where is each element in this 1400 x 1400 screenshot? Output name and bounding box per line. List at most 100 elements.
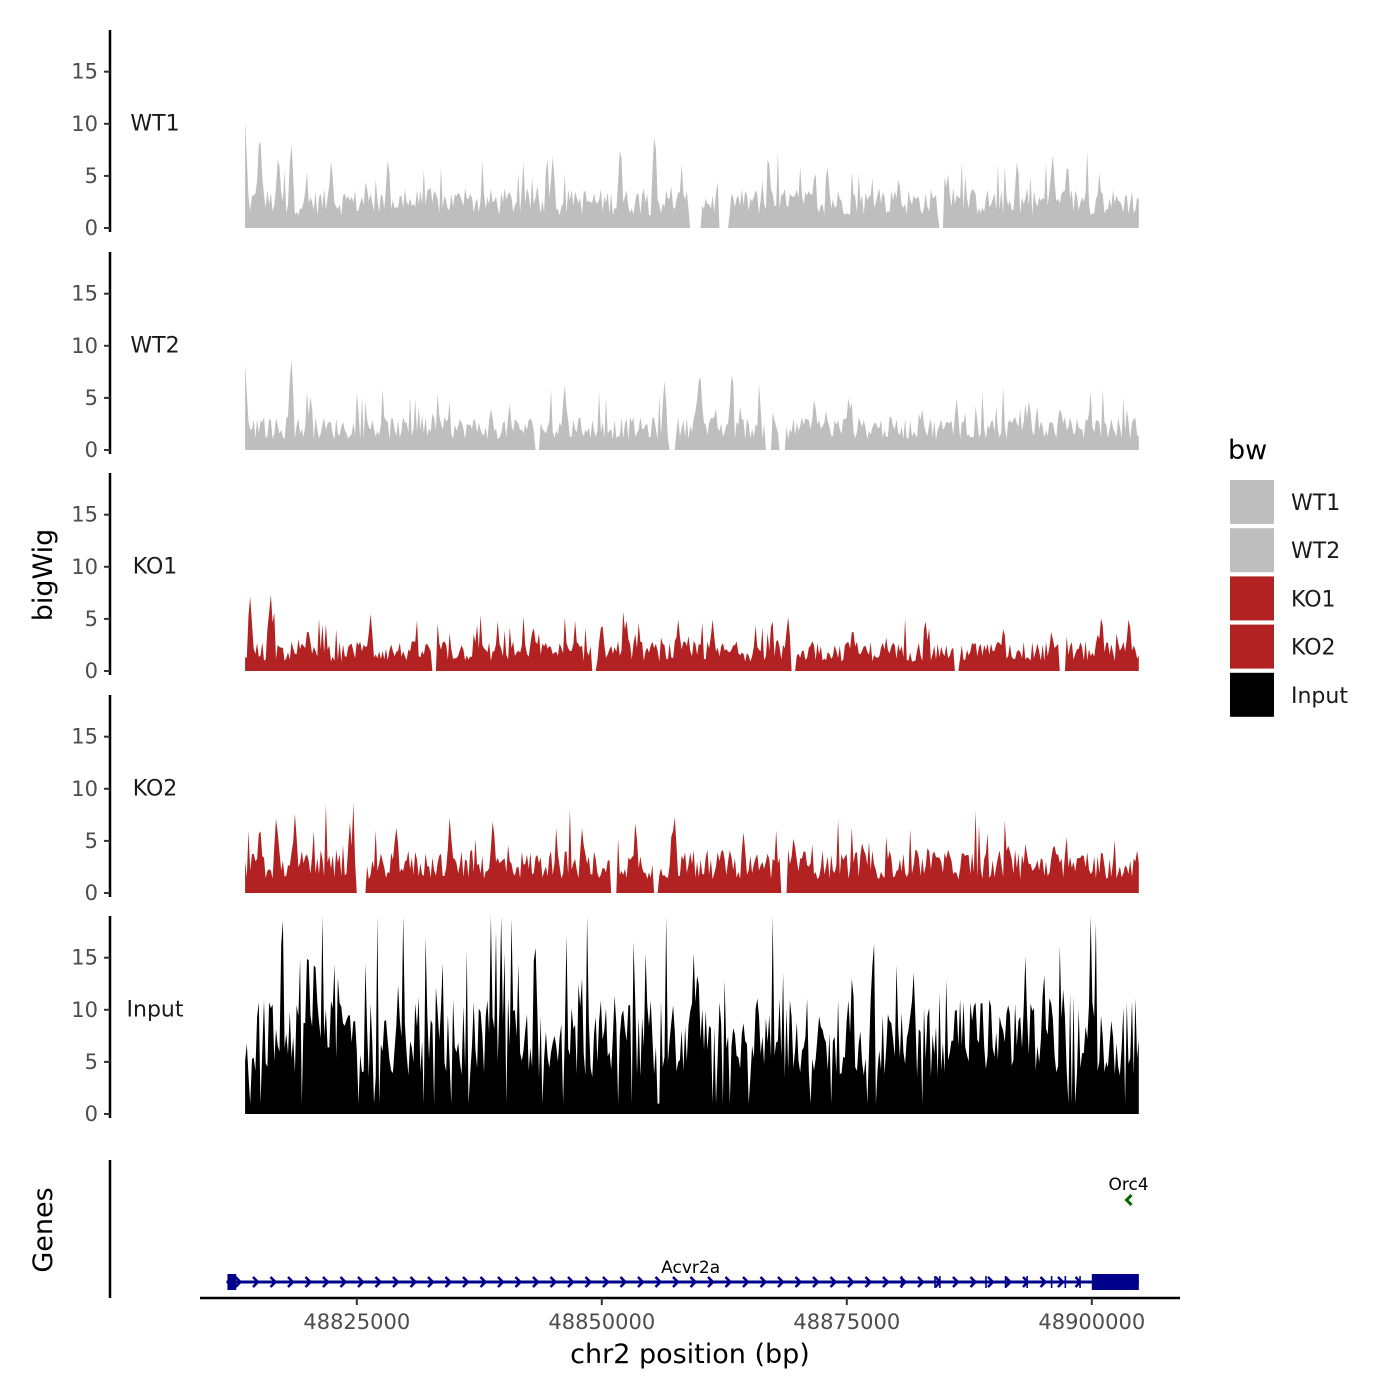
coverage-area-wt1 bbox=[245, 121, 1139, 228]
y-tick-label: 10 bbox=[71, 334, 98, 358]
gene-orc4: Orc4 bbox=[1108, 1175, 1149, 1207]
strand-chevron bbox=[514, 1276, 523, 1288]
strand-chevron bbox=[497, 1276, 505, 1288]
y-tick-label: 15 bbox=[71, 725, 98, 749]
y-tick-label: 5 bbox=[85, 1050, 98, 1074]
strand-chevron bbox=[1124, 1193, 1133, 1207]
y-tick-label: 10 bbox=[71, 555, 98, 579]
strand-chevron bbox=[742, 1276, 750, 1288]
legend-title: bw bbox=[1228, 435, 1267, 466]
strand-chevron bbox=[1004, 1276, 1013, 1288]
y-tick-label: 10 bbox=[71, 998, 98, 1022]
strand-chevron bbox=[287, 1276, 295, 1288]
y-tick-label: 5 bbox=[85, 607, 98, 631]
strand-chevron bbox=[882, 1276, 890, 1288]
strand-chevron bbox=[1039, 1276, 1048, 1288]
strand-chevron bbox=[549, 1276, 558, 1288]
track-label: KO1 bbox=[133, 555, 178, 580]
track-wt2: 0 5 10 15 WT2 bbox=[71, 252, 1139, 462]
legend-swatch bbox=[1230, 576, 1274, 621]
strand-chevron bbox=[567, 1276, 575, 1288]
strand-chevron bbox=[234, 1276, 243, 1288]
y-tick-label: 10 bbox=[71, 777, 98, 801]
track-input: 0 5 10 15 Input bbox=[71, 916, 1139, 1126]
strand-chevron bbox=[777, 1276, 785, 1288]
strand-chevron bbox=[637, 1276, 645, 1288]
strand-chevron bbox=[847, 1276, 855, 1288]
strand-chevron bbox=[532, 1276, 540, 1288]
legend: bw WT1 WT2 KO1 KO2 Input bbox=[1228, 435, 1348, 717]
strand-chevron bbox=[1022, 1276, 1030, 1288]
y-tick-label: 5 bbox=[85, 386, 98, 410]
coverage-area-ko2 bbox=[245, 803, 1139, 893]
strand-chevron bbox=[427, 1276, 435, 1288]
gene-label: Acvr2a bbox=[661, 1258, 720, 1278]
strand-chevron bbox=[392, 1276, 400, 1288]
legend-item: KO2 bbox=[1230, 624, 1336, 669]
legend-item: KO1 bbox=[1230, 576, 1336, 621]
strand-chevron bbox=[479, 1276, 488, 1288]
x-tick-label: 48875000 bbox=[793, 1310, 900, 1334]
strand-chevron bbox=[339, 1276, 348, 1288]
y-tick-label: 15 bbox=[71, 60, 98, 84]
strand-chevron bbox=[602, 1276, 610, 1288]
legend-label: WT1 bbox=[1291, 491, 1340, 516]
strand-chevron bbox=[794, 1276, 803, 1288]
strand-chevron bbox=[619, 1276, 628, 1288]
legend-item: WT1 bbox=[1230, 480, 1340, 524]
y-tick-label: 10 bbox=[71, 112, 98, 136]
y-tick-label: 5 bbox=[85, 829, 98, 853]
y-axis-title: bigWig bbox=[28, 529, 59, 622]
y-tick-label: 0 bbox=[85, 1102, 98, 1126]
track-label: KO2 bbox=[133, 777, 178, 802]
y-tick-label: 0 bbox=[85, 438, 98, 462]
coverage-area-wt2 bbox=[245, 359, 1139, 450]
track-ko1: 0 5 10 15 KO1 bbox=[71, 473, 1139, 683]
track-panels: 0 5 10 15 WT1 0 5 10 15 WT2 0 5 10 15 KO1 0 5 10 15 KO2 0 5 10… bbox=[71, 30, 1139, 1126]
strand-chevron bbox=[654, 1276, 663, 1288]
legend-item: WT2 bbox=[1230, 528, 1340, 573]
strand-chevron bbox=[444, 1276, 453, 1288]
track-wt1: 0 5 10 15 WT1 bbox=[71, 30, 1139, 240]
strand-chevron bbox=[672, 1276, 680, 1288]
y-tick-label: 0 bbox=[85, 881, 98, 905]
coverage-area-ko1 bbox=[245, 594, 1139, 671]
strand-chevron bbox=[917, 1276, 925, 1288]
x-axis: 48825000 48850000 48875000 48900000 bbox=[200, 1296, 1180, 1334]
strand-chevron bbox=[724, 1276, 733, 1288]
legend-swatch bbox=[1230, 672, 1274, 717]
y-tick-label: 15 bbox=[71, 946, 98, 970]
strand-chevron bbox=[1057, 1276, 1065, 1288]
strand-chevron bbox=[357, 1276, 365, 1288]
strand-chevron bbox=[829, 1276, 838, 1288]
legend-label: KO2 bbox=[1291, 636, 1336, 661]
strand-chevron bbox=[707, 1276, 715, 1288]
coverage-area-input bbox=[245, 916, 1139, 1114]
strand-chevron bbox=[269, 1276, 278, 1288]
gene-label: Orc4 bbox=[1108, 1175, 1148, 1195]
strand-chevron bbox=[374, 1276, 383, 1288]
x-tick-label: 48825000 bbox=[303, 1310, 410, 1334]
x-axis-title: chr2 position (bp) bbox=[570, 1339, 810, 1370]
strand-chevron bbox=[969, 1276, 978, 1288]
x-tick-label: 48900000 bbox=[1038, 1310, 1145, 1334]
legend-item: Input bbox=[1230, 672, 1348, 717]
strand-chevron bbox=[987, 1276, 995, 1288]
y-tick-label: 15 bbox=[71, 503, 98, 527]
legend-swatch bbox=[1230, 528, 1274, 573]
strand-chevron bbox=[812, 1276, 820, 1288]
strand-chevron bbox=[952, 1276, 960, 1288]
y-tick-label: 0 bbox=[85, 659, 98, 683]
legend-label: KO1 bbox=[1291, 587, 1336, 612]
strand-chevron bbox=[304, 1276, 313, 1288]
track-label: WT1 bbox=[130, 112, 179, 137]
strand-chevron bbox=[462, 1276, 470, 1288]
strand-chevron bbox=[759, 1276, 768, 1288]
legend-label: Input bbox=[1291, 684, 1348, 709]
exon bbox=[1091, 1274, 1139, 1290]
strand-chevron bbox=[689, 1276, 698, 1288]
strand-chevron bbox=[252, 1276, 260, 1288]
legend-label: WT2 bbox=[1291, 539, 1340, 564]
strand-chevron bbox=[864, 1276, 873, 1288]
